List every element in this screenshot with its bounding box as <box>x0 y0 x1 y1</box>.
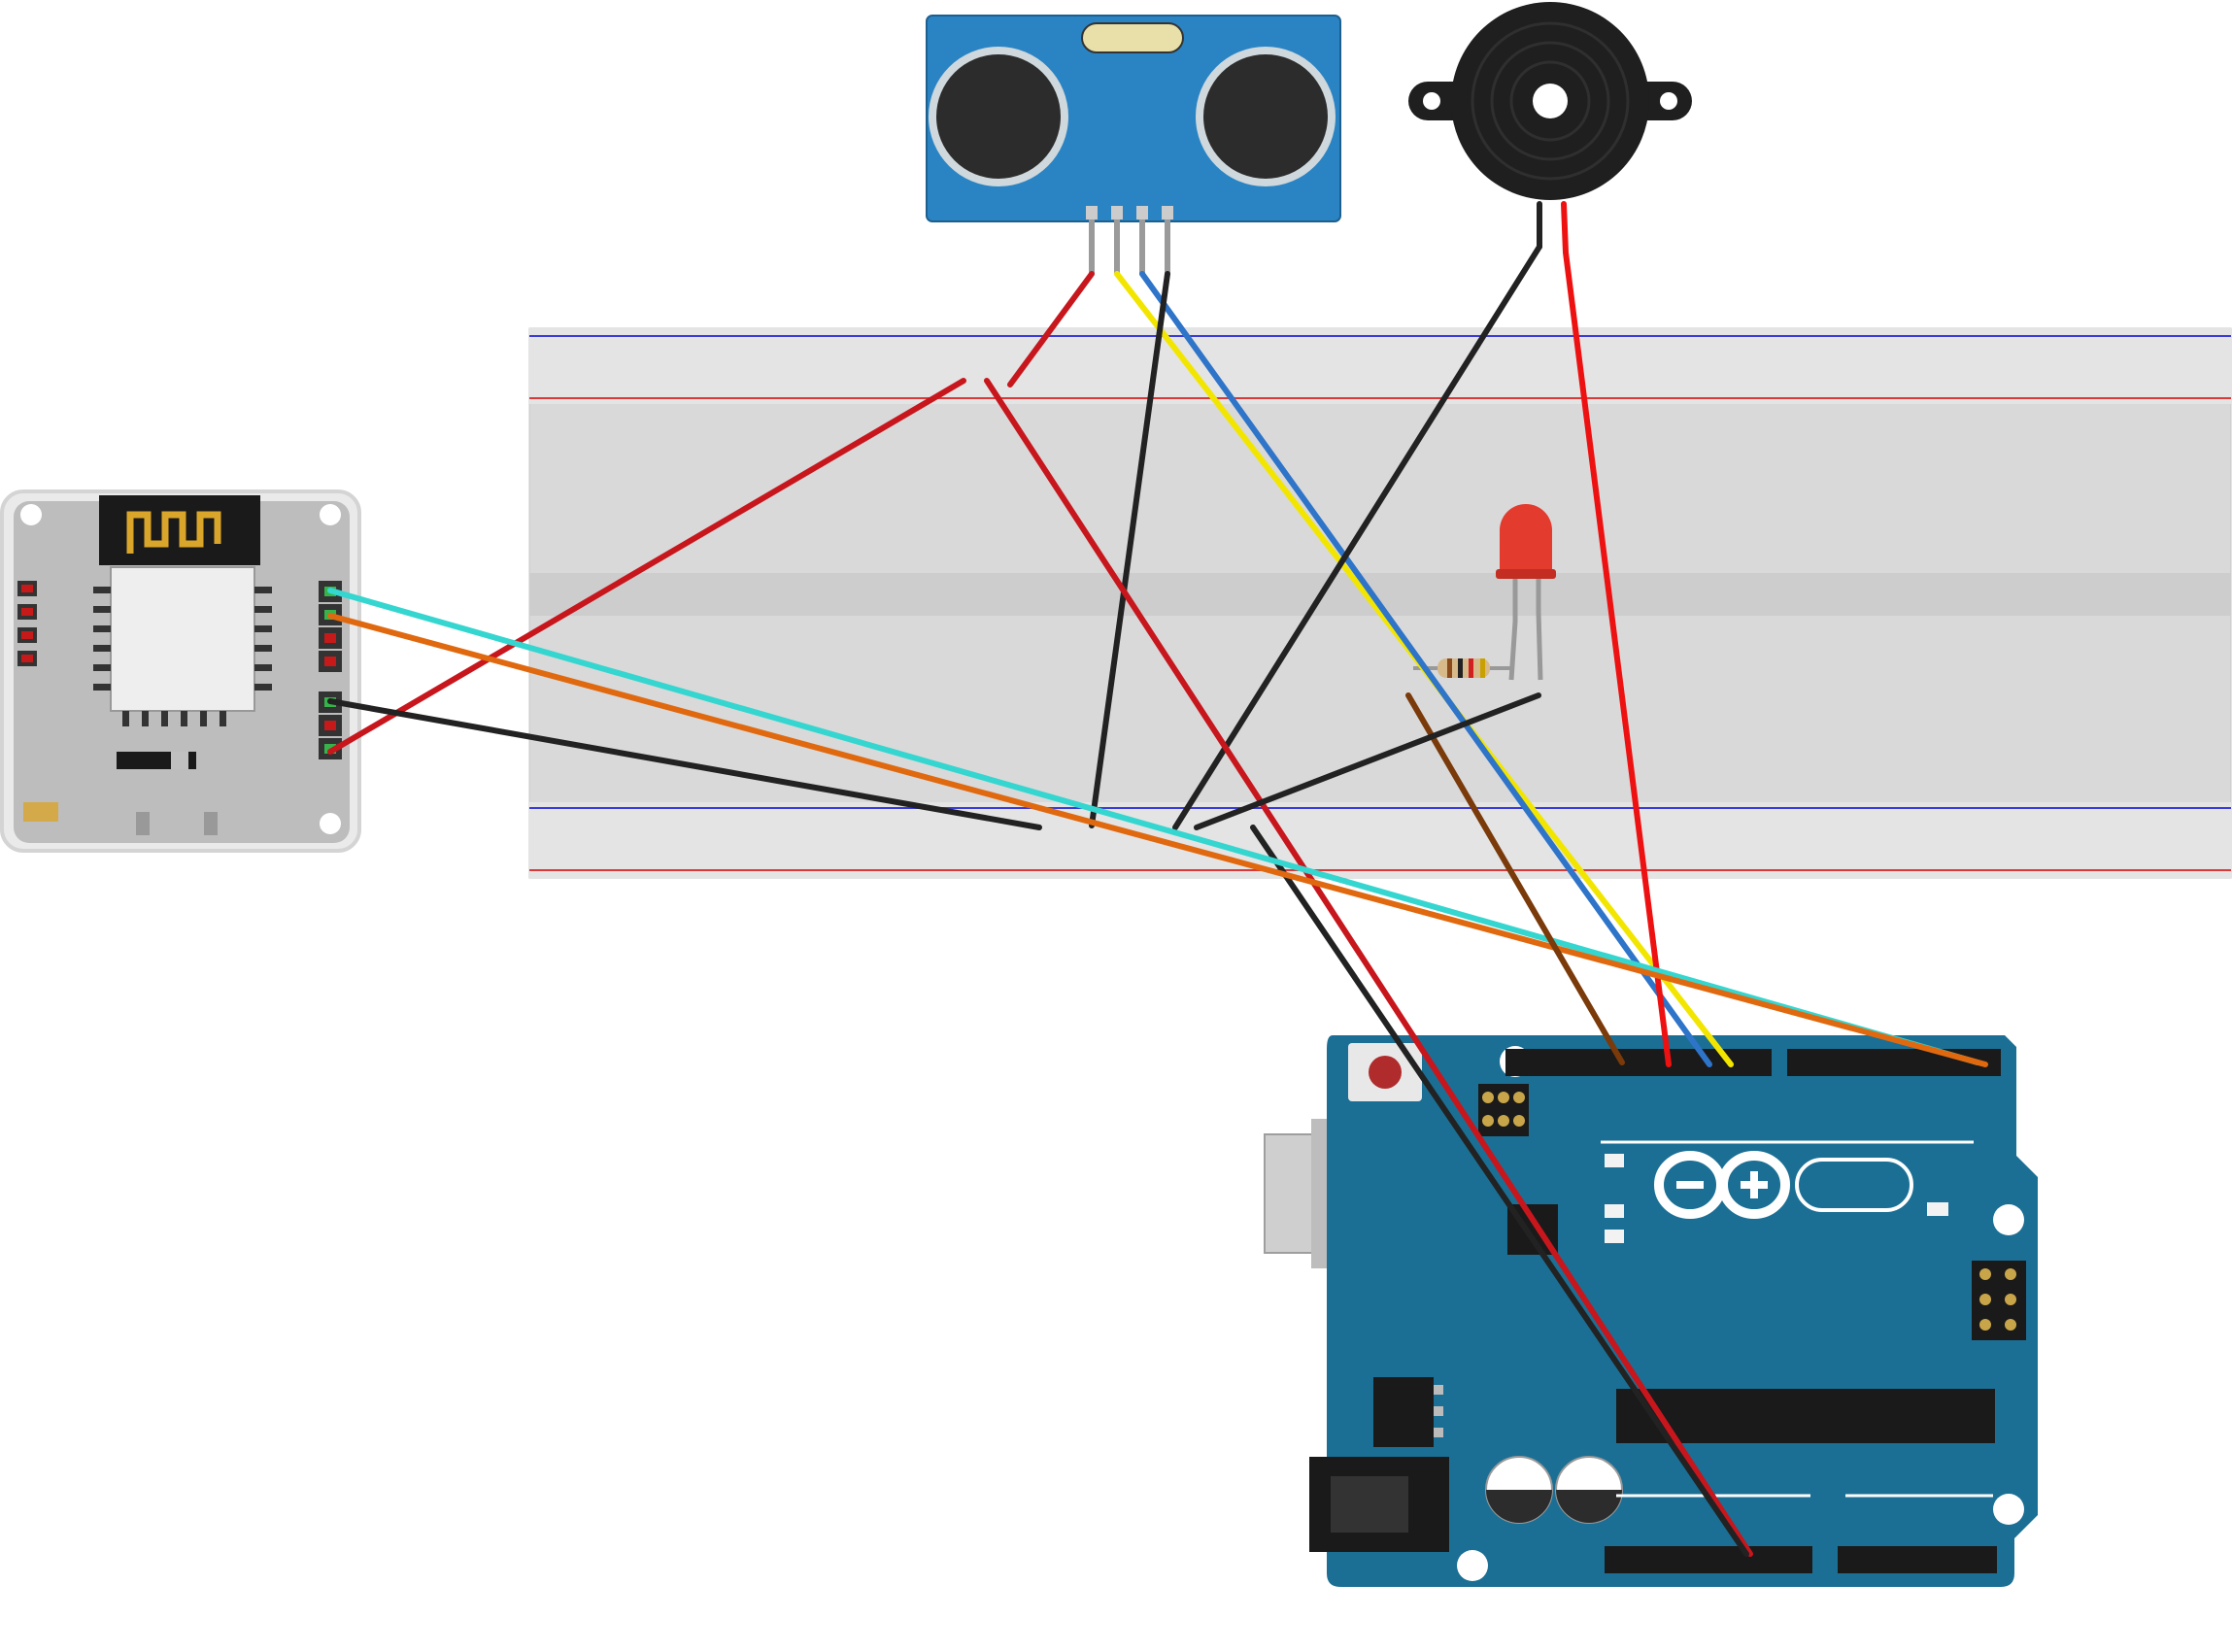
wire-5v-red <box>984 378 1753 1557</box>
wire-gnd-black <box>1089 271 1170 828</box>
arduino-uno <box>1264 1035 2038 1587</box>
wire-wifi-orange <box>327 613 1988 1067</box>
wire-gnd-black-2 <box>1250 825 1749 1557</box>
wire-vcc-red <box>1007 271 1095 388</box>
wires <box>327 201 1988 1557</box>
wire-buzzer-red <box>1561 201 1672 1067</box>
wire-echo-blue <box>1139 271 1712 1067</box>
wire-resistor-brown <box>1405 692 1625 1065</box>
wire-wifi-gnd-black <box>327 698 1042 830</box>
infinity-logo <box>1654 1151 1790 1219</box>
resistor <box>1413 658 1511 678</box>
wire-wifi-cyan <box>327 588 1980 1065</box>
piezo-buzzer <box>1408 2 1692 200</box>
wifi-module <box>0 489 361 853</box>
wire-led-black <box>1194 692 1541 830</box>
ultrasonic-sensor <box>926 15 1341 274</box>
red-led <box>1496 504 1556 681</box>
wire-rail-red <box>327 378 966 755</box>
